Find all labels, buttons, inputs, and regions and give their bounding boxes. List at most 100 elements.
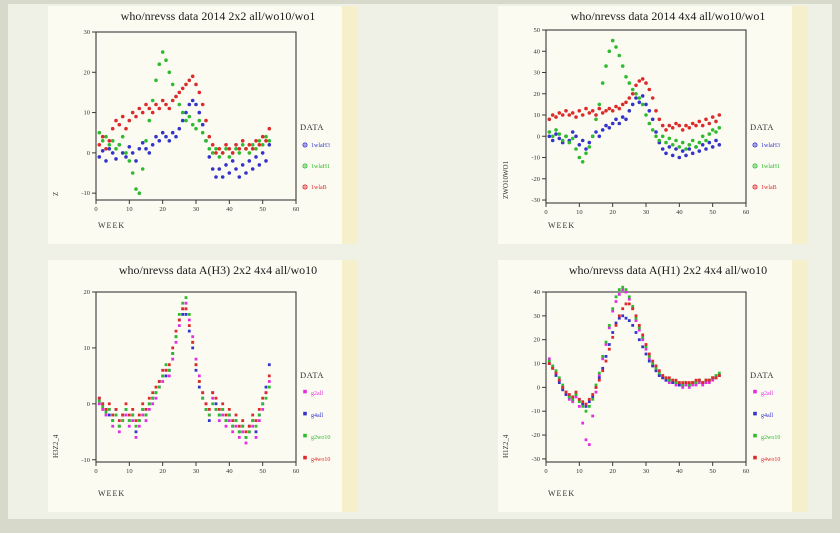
x-tick-label: 60 xyxy=(293,206,300,213)
y-tick-label: 20 xyxy=(84,69,91,76)
y-tick-label: 0 xyxy=(537,133,540,140)
y-tick-label: 10 xyxy=(534,112,541,119)
x-tick-label: 30 xyxy=(643,468,650,475)
x-tick-label: 60 xyxy=(743,209,750,216)
legend-marker-dot xyxy=(304,186,306,188)
y-tick-label: -10 xyxy=(531,155,540,162)
plot-frame xyxy=(95,291,297,463)
y-tick-label: 30 xyxy=(84,29,91,36)
x-tick-label: 20 xyxy=(159,468,166,475)
y-tick-label: 0 xyxy=(537,384,540,391)
x-tick-label: 50 xyxy=(259,468,266,475)
series-g2all xyxy=(97,301,271,445)
legend-entry: g2all xyxy=(761,391,773,397)
legend-title: DATA xyxy=(300,122,324,132)
x-tick-label: 10 xyxy=(576,209,583,216)
legend-marker xyxy=(303,411,307,416)
series-g4all xyxy=(547,314,721,408)
x-tick-label: 20 xyxy=(609,209,616,216)
scatter-plot-4x4: 50 40 30 20 10 0 -10 -20 -30 0 10 20 30 40 50 60 ZWO10WO… xyxy=(502,27,780,230)
chart-title: who/nrevss data 2014 2x2 all/wo10/wo1 xyxy=(120,9,316,23)
y-axis-label: ZWO10WO1 xyxy=(502,160,510,199)
legend-entry: g2wo10 xyxy=(311,435,330,441)
x-tick-label: 40 xyxy=(676,209,683,216)
legend-marker xyxy=(753,433,757,438)
y-tick-label: 10 xyxy=(534,361,541,368)
chart-panel-bottom-left: who/nrevss data A(H3) 2x2 4x4 all/wo10 2… xyxy=(48,260,358,512)
y-tick-label: 10 xyxy=(84,110,91,117)
series-g4wo10 xyxy=(547,302,721,406)
series-g2wo10 xyxy=(547,285,721,413)
x-tick-label: 40 xyxy=(226,206,233,213)
x-tick-label: 10 xyxy=(126,468,133,475)
legend-marker xyxy=(753,411,757,416)
page-frame: who/nrevss data 2014 2x2 all/wo10/wo1 30… xyxy=(8,4,832,519)
x-tick-label: 10 xyxy=(576,468,583,475)
x-axis-label: WEEK xyxy=(548,489,575,498)
chart-title: who/nrevss data 2014 4x4 all/wo10/wo1 xyxy=(570,9,766,23)
y-tick-label: 50 xyxy=(534,27,541,34)
y-tick-label: 0 xyxy=(87,150,90,157)
chart-title: who/nrevss data A(H1) 2x2 4x4 all/wo10 xyxy=(568,263,768,277)
legend-marker-dot xyxy=(304,144,306,146)
x-tick-label: 40 xyxy=(676,468,683,475)
x-tick-label: 30 xyxy=(193,206,200,213)
y-axis-label: H3Z2_4 xyxy=(52,434,60,458)
x-tick-label: 0 xyxy=(544,468,547,475)
scatter-plot-ah1: 40 30 20 10 0 -10 -20 -30 0 10 20 30 40 50 60 H1Z2_4 WEE… xyxy=(502,285,780,498)
x-tick-label: 0 xyxy=(94,206,97,213)
x-tick-label: 0 xyxy=(544,209,547,216)
legend-marker xyxy=(753,455,757,460)
legend-entry: g2all xyxy=(311,391,323,397)
y-axis-label: H1Z2_4 xyxy=(502,434,510,458)
y-axis-label: Z xyxy=(52,192,60,196)
chart-title: who/nrevss data A(H3) 2x2 4x4 all/wo10 xyxy=(118,263,318,277)
scatter-plot-2x2: 30 20 10 0 -10 0 10 20 30 40 50 60 Z WEEK DATA 1wlaH3 1w… xyxy=(52,29,330,230)
y-tick-label: -20 xyxy=(531,176,540,183)
x-tick-label: 30 xyxy=(643,209,650,216)
legend-title: DATA xyxy=(750,370,774,380)
legend-marker-dot xyxy=(304,165,306,167)
scatter-plot-ah3: 20 10 0 -10 0 10 20 30 40 50 60 H3Z2_4 WEEK DATA g2all… xyxy=(52,289,330,498)
legend-entry: g4all xyxy=(761,413,773,419)
y-tick-label: 40 xyxy=(534,289,541,296)
x-axis-label: WEEK xyxy=(98,489,125,498)
chart-panel-top-right: who/nrevss data 2014 4x4 all/wo10/wo1 50… xyxy=(498,6,808,244)
legend-entry: 1wlaB xyxy=(311,185,327,191)
legend-marker xyxy=(303,455,307,460)
y-tick-label: 10 xyxy=(84,345,91,352)
series-1wlaH1 xyxy=(547,38,722,164)
x-tick-label: 50 xyxy=(709,468,716,475)
chart-panel-top-left: who/nrevss data 2014 2x2 all/wo10/wo1 30… xyxy=(48,6,358,244)
legend-entry: 1wlaH1 xyxy=(761,164,780,170)
x-tick-label: 30 xyxy=(193,468,200,475)
y-tick-label: 20 xyxy=(84,289,91,296)
series-1wlaH1 xyxy=(97,50,272,195)
y-tick-label: -30 xyxy=(531,197,540,204)
legend-entry: g4all xyxy=(311,413,323,419)
x-tick-label: 50 xyxy=(259,206,266,213)
y-tick-label: 30 xyxy=(534,70,541,77)
y-tick-label: 30 xyxy=(534,313,541,320)
x-tick-label: 40 xyxy=(226,468,233,475)
legend-marker xyxy=(303,433,307,438)
y-tick-label: 20 xyxy=(534,337,541,344)
legend-marker-dot xyxy=(754,144,756,146)
legend-title: DATA xyxy=(750,122,774,132)
x-tick-label: 20 xyxy=(609,468,616,475)
legend-entry: 1wlaB xyxy=(761,185,777,191)
series-g4wo10 xyxy=(97,307,271,434)
legend-entry: 1wlaH3 xyxy=(761,143,780,149)
y-tick-label: -10 xyxy=(81,457,90,464)
y-tick-label: 20 xyxy=(534,91,541,98)
y-tick-label: 0 xyxy=(87,401,90,408)
x-tick-label: 60 xyxy=(293,468,300,475)
x-tick-label: 0 xyxy=(94,468,97,475)
x-tick-label: 60 xyxy=(743,468,750,475)
legend-title: DATA xyxy=(300,370,324,380)
series-1wlaH3 xyxy=(97,98,272,179)
y-tick-label: -30 xyxy=(531,456,540,463)
series-1wlaB xyxy=(97,74,272,155)
series-1wlaB xyxy=(547,77,722,132)
